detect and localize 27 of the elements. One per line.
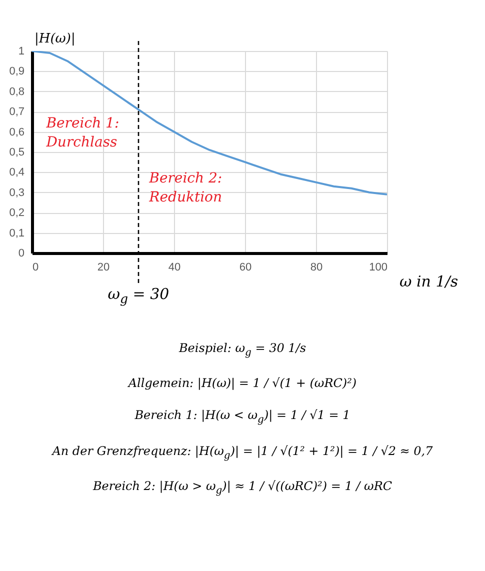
x-tick-label: 80 (310, 262, 323, 274)
x-tick-label: 0 (32, 262, 39, 274)
x-tick-label: 100 (369, 262, 388, 274)
x-tick-label: 20 (97, 262, 110, 274)
y-tick-label: 0,8 (9, 86, 24, 98)
y-tick-label: 0,4 (9, 166, 24, 179)
text: Bereich 1: |H(ω < ω$_{g}$)| = 1 / √1 = 1 (134, 408, 352, 426)
x-tick-label: 60 (239, 262, 252, 274)
text: Bereich 2: |H(ω > ω$_{g}$)| ≈ 1 / √((ωRC)²) = 1 / ωRC (92, 479, 394, 497)
y-axis-title: |H(ω)| (34, 32, 76, 46)
y-tick-label: 0,2 (9, 207, 24, 220)
annotation: Bereich 2: Reduktion (148, 170, 222, 206)
y-tick-label: 0,9 (9, 66, 24, 78)
text: Beispiel: ω$_{g}$ = 30 1/s (178, 341, 308, 358)
x-axis-title: ω in 1/s (400, 272, 458, 290)
y-tick-label: 0,6 (9, 126, 24, 138)
y-tick-label: 0,1 (9, 227, 24, 240)
y-tick-label: 0,3 (9, 186, 24, 199)
y-tick-label: 0 (18, 248, 24, 260)
x-tick-label: 40 (168, 262, 181, 274)
text: Allgemein: |H(ω)| = 1 / √(1 + (ωRC)²) (126, 376, 358, 390)
text: An der Grenzfrequenz: |H(ω$_{g}$)| = |1 / √(1² + 1²)| = 1 / √2 ≈ 0,7 (50, 444, 434, 462)
y-tick-label: 1 (18, 46, 24, 58)
annotation: Bereich 1: Durchlass (45, 116, 120, 151)
y-tick-label: 0,7 (9, 106, 24, 118)
y-tick-label: 0,5 (9, 146, 24, 158)
ref-line-label: ω$_{g}$ = 30 (108, 285, 170, 306)
